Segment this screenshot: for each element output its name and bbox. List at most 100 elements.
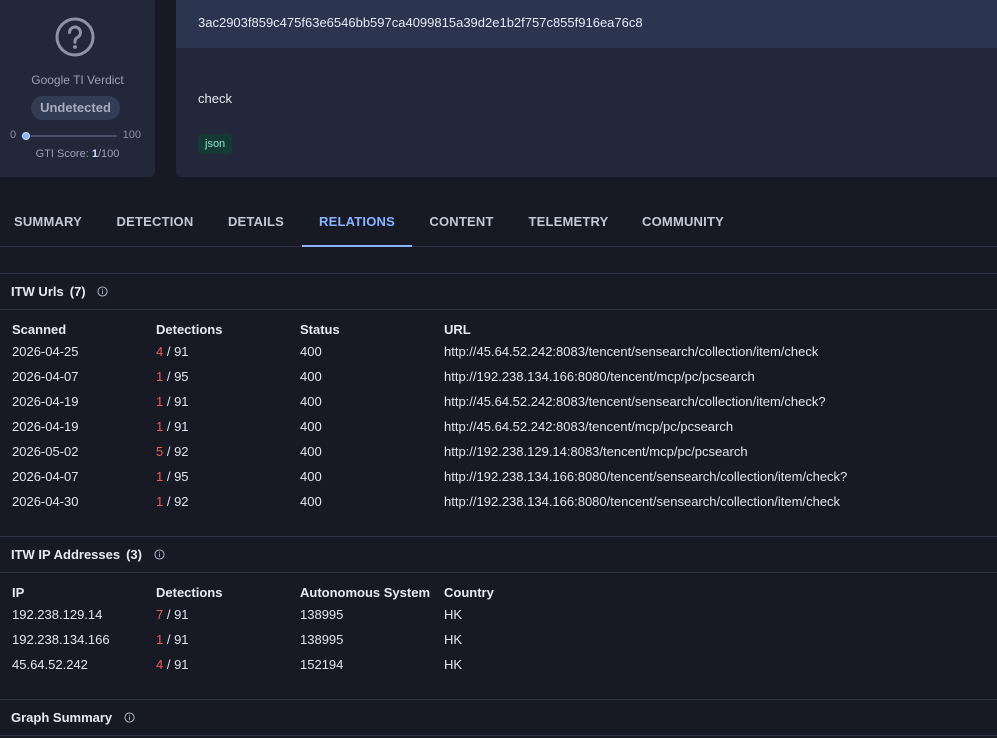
table-row[interactable]: 2026-04-07 1 / 95 400 http://192.238.134.16… [0, 364, 847, 389]
url-link[interactable]: http://45.64.52.242:8083/tencent/sensear… [444, 394, 826, 409]
ip-address-link[interactable]: 192.238.129.14 [12, 607, 103, 622]
url-link[interactable]: http://45.64.52.242:8083/tencent/mcp/pc/… [444, 419, 734, 434]
question-circle-icon [55, 17, 95, 57]
graph-summary-header: Graph Summary [0, 700, 997, 736]
column-header[interactable]: Autonomous System [300, 584, 431, 600]
country: HK [444, 657, 463, 672]
tab-relations[interactable]: RELATIONS [302, 198, 412, 247]
detection-count: 7 [156, 607, 164, 622]
column-header[interactable]: Country [444, 584, 494, 600]
autonomous-system: 138995 [300, 607, 344, 622]
url-link[interactable]: http://45.64.52.242:8083/tencent/sensear… [444, 344, 819, 359]
info-icon[interactable] [154, 549, 165, 560]
column-header[interactable]: Detections [156, 321, 223, 337]
tab-detection[interactable]: DETECTION [116, 214, 194, 229]
table-row[interactable]: 2026-04-07 1 / 95 400 http://192.238.134.16… [0, 464, 847, 489]
section-count: (3) [126, 547, 142, 562]
score-max-label: 100 [122, 129, 141, 141]
http-status: 400 [300, 494, 322, 509]
table-row[interactable]: 2026-05-02 5 / 92 400 http://192.238.129.14… [0, 439, 847, 464]
url-link[interactable]: http://192.238.134.166:8080/tencent/mcp/… [444, 369, 755, 384]
http-status: 400 [300, 444, 322, 459]
tab-bar: SUMMARY DETECTION DETAILS RELATIONS CONT… [0, 198, 997, 247]
section-title: ITW Urls [11, 284, 64, 299]
score-prefix: GTI Score: [35, 148, 92, 160]
detection-count: 4 [156, 657, 164, 672]
verdict-badge: Undetected [31, 96, 120, 120]
detection-count: 1 [156, 494, 164, 509]
section-count: (7) [69, 284, 86, 299]
scanned-date: 2026-04-30 [12, 494, 79, 509]
detection-ratio: 7 / 91 [156, 607, 189, 622]
detection-ratio: 4 / 91 [156, 657, 189, 672]
detection-total: 92 [174, 494, 189, 509]
url-link[interactable]: http://192.238.129.14:8083/tencent/mcp/p… [444, 444, 748, 459]
http-status: 400 [300, 419, 322, 434]
score-min-label: 0 [10, 129, 17, 141]
info-icon[interactable] [97, 286, 108, 297]
country: HK [444, 607, 463, 622]
tab-content[interactable]: CONTENT [429, 214, 494, 229]
detection-count: 4 [156, 344, 164, 359]
detection-total: 91 [174, 632, 189, 647]
table-row[interactable]: 2026-04-30 1 / 92 400 http://192.238.134.16… [0, 489, 847, 514]
table-row[interactable]: 2026-04-19 1 / 91 400 http://45.64.52.242:8… [0, 389, 847, 414]
table-row[interactable]: 45.64.52.242 4 / 91 152194 HK [0, 652, 494, 677]
scanned-date: 2026-04-07 [12, 469, 79, 484]
detection-ratio: 1 / 91 [156, 394, 189, 409]
detection-ratio: 1 / 91 [156, 632, 189, 647]
info-icon[interactable] [124, 712, 135, 723]
country: HK [444, 632, 463, 647]
http-status: 400 [300, 369, 322, 384]
url-link[interactable]: http://192.238.134.166:8080/tencent/sens… [444, 469, 848, 484]
http-status: 400 [300, 469, 322, 484]
score-suffix: /100 [97, 148, 120, 160]
detection-count: 5 [156, 444, 164, 459]
scanned-date: 2026-04-19 [12, 419, 79, 434]
detection-count: 1 [156, 369, 164, 384]
ip-address-link[interactable]: 192.238.134.166 [12, 632, 110, 647]
itw-urls-header: ITW Urls (7) [0, 274, 997, 310]
verdict-label: Google TI Verdict [31, 73, 124, 87]
table-row[interactable]: 2026-04-25 4 / 91 400 http://45.64.52.242:8… [0, 339, 847, 364]
gti-score-text: GTI Score: 1/100 [0, 148, 155, 160]
autonomous-system: 138995 [300, 632, 344, 647]
table-row[interactable]: 2026-04-19 1 / 91 400 http://45.64.52.242:8… [0, 414, 847, 439]
file-card: 3ac2903f859c475f63e6546bb597ca4099815a39… [176, 0, 997, 177]
autonomous-system: 152194 [300, 657, 344, 672]
table-header-row: IP Detections Autonomous System Country [0, 582, 494, 602]
file-name: check [198, 91, 232, 106]
section-title: Graph Summary [11, 710, 113, 725]
verdict-card: Google TI Verdict Undetected 0 100 GTI S… [0, 0, 155, 177]
detection-total: 91 [174, 344, 189, 359]
tab-community[interactable]: COMMUNITY [642, 214, 724, 229]
file-type-tag[interactable]: json [198, 134, 233, 154]
gti-score-slider: 0 100 [0, 128, 155, 144]
ip-address-link[interactable]: 45.64.52.242 [12, 657, 88, 672]
itw-urls-section: ITW Urls (7) Scanned Detections Status UR… [0, 273, 997, 514]
detection-count: 1 [156, 419, 164, 434]
column-header[interactable]: Status [300, 321, 340, 337]
detection-total: 91 [174, 419, 189, 434]
tab-details[interactable]: DETAILS [227, 214, 285, 229]
tab-telemetry[interactable]: TELEMETRY [528, 214, 609, 229]
detection-total: 91 [174, 607, 189, 622]
itw-ips-section: ITW IP Addresses (3) IP Detections Autono… [0, 536, 997, 677]
tab-summary[interactable]: SUMMARY [13, 214, 83, 229]
detection-ratio: 4 / 91 [156, 344, 189, 359]
detection-ratio: 1 / 92 [156, 494, 189, 509]
detection-ratio: 5 / 92 [156, 444, 189, 459]
column-header[interactable]: URL [444, 321, 471, 337]
table-header-row: Scanned Detections Status URL [0, 319, 847, 339]
column-header[interactable]: Scanned [12, 321, 67, 337]
detection-count: 1 [156, 469, 164, 484]
column-header[interactable]: IP [12, 584, 25, 600]
detection-count: 1 [156, 632, 164, 647]
table-row[interactable]: 192.238.129.14 7 / 91 138995 HK [0, 602, 494, 627]
column-header[interactable]: Detections [156, 584, 223, 600]
scanned-date: 2026-04-07 [12, 369, 79, 384]
scanned-date: 2026-04-19 [12, 394, 79, 409]
url-link[interactable]: http://192.238.134.166:8080/tencent/sens… [444, 494, 841, 509]
detection-total: 91 [174, 657, 189, 672]
table-row[interactable]: 192.238.134.166 1 / 91 138995 HK [0, 627, 494, 652]
